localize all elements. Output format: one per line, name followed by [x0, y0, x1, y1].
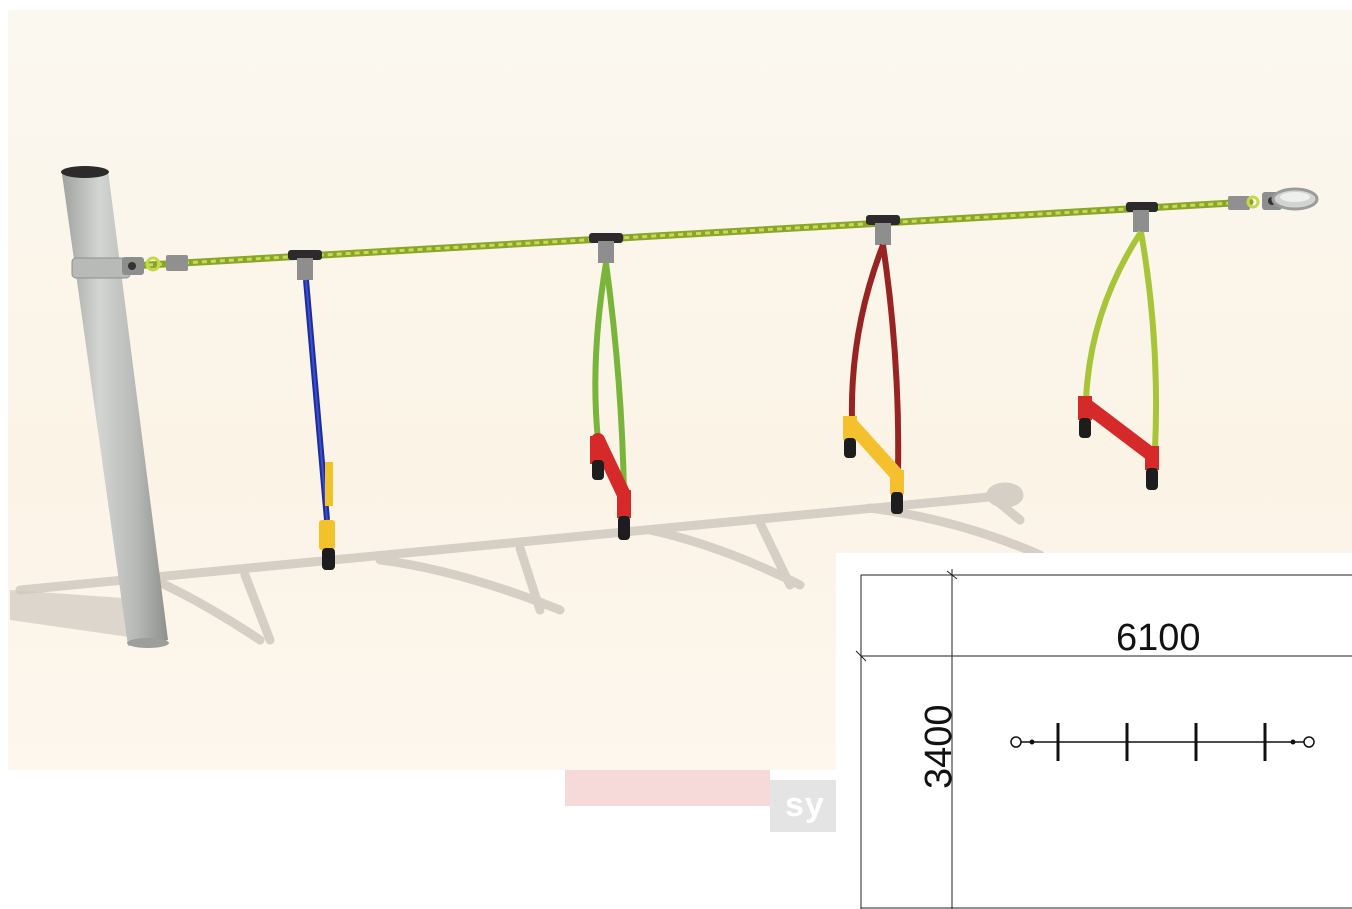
watermark-band-red	[565, 770, 770, 806]
post-shadow	[10, 590, 150, 640]
swing-seat-3	[843, 215, 904, 514]
plan-width-dimension: 6100	[1116, 617, 1201, 659]
left-anchor	[122, 255, 188, 275]
plan-drawing: 6100 3400	[836, 553, 1352, 909]
swing-seat-2	[589, 233, 631, 540]
watermark-text: sy	[785, 786, 825, 824]
plan-lines	[855, 569, 1352, 909]
plan-height-dimension: 3400	[918, 704, 960, 789]
swing-seat-4	[1078, 202, 1160, 490]
right-anchor	[1228, 187, 1319, 211]
swing-seat-1	[288, 250, 335, 570]
plan-swing-symbol	[1010, 723, 1315, 761]
steel-post	[61, 166, 169, 648]
